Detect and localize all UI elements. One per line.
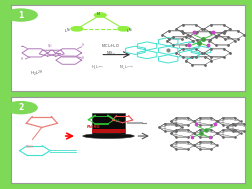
Text: Br: Br: [21, 57, 24, 61]
Circle shape: [71, 27, 82, 31]
Bar: [91, 113, 125, 136]
Circle shape: [94, 13, 106, 17]
Text: Ni: Ni: [97, 12, 100, 16]
Text: H: H: [115, 119, 118, 123]
Text: $\mathsf{L^{Ni}}$: $\mathsf{L^{Ni}}$: [64, 27, 71, 36]
Text: NH: NH: [47, 44, 52, 48]
Text: $\mathsf{H_2L^{2H}}$: $\mathsf{H_2L^{2H}}$: [30, 68, 43, 78]
Circle shape: [4, 102, 37, 114]
Circle shape: [4, 9, 37, 21]
Ellipse shape: [82, 134, 134, 139]
Text: 1: 1: [18, 11, 23, 19]
Text: PhCHO: PhCHO: [86, 125, 99, 129]
Text: 2: 2: [18, 103, 23, 112]
Text: Br: Br: [81, 56, 84, 60]
Circle shape: [117, 27, 129, 31]
Text: $\mathsf{NiCl_2{\cdot}H_2O}$: $\mathsf{NiCl_2{\cdot}H_2O}$: [101, 43, 120, 50]
Bar: [91, 129, 125, 133]
Text: $\mathsf{Ni_2L^{(2-)}}$: $\mathsf{Ni_2L^{(2-)}}$: [119, 64, 134, 72]
Text: $\mathsf{NEt_3}$: $\mathsf{NEt_3}$: [106, 50, 115, 57]
Text: $\mathsf{L^{Ni}}$: $\mathsf{L^{Ni}}$: [125, 27, 132, 36]
Text: Br: Br: [81, 43, 84, 47]
Text: $\mathsf{H_2L^{(2H)}}$: $\mathsf{H_2L^{(2H)}}$: [91, 64, 104, 72]
Text: CHO: CHO: [25, 145, 33, 149]
